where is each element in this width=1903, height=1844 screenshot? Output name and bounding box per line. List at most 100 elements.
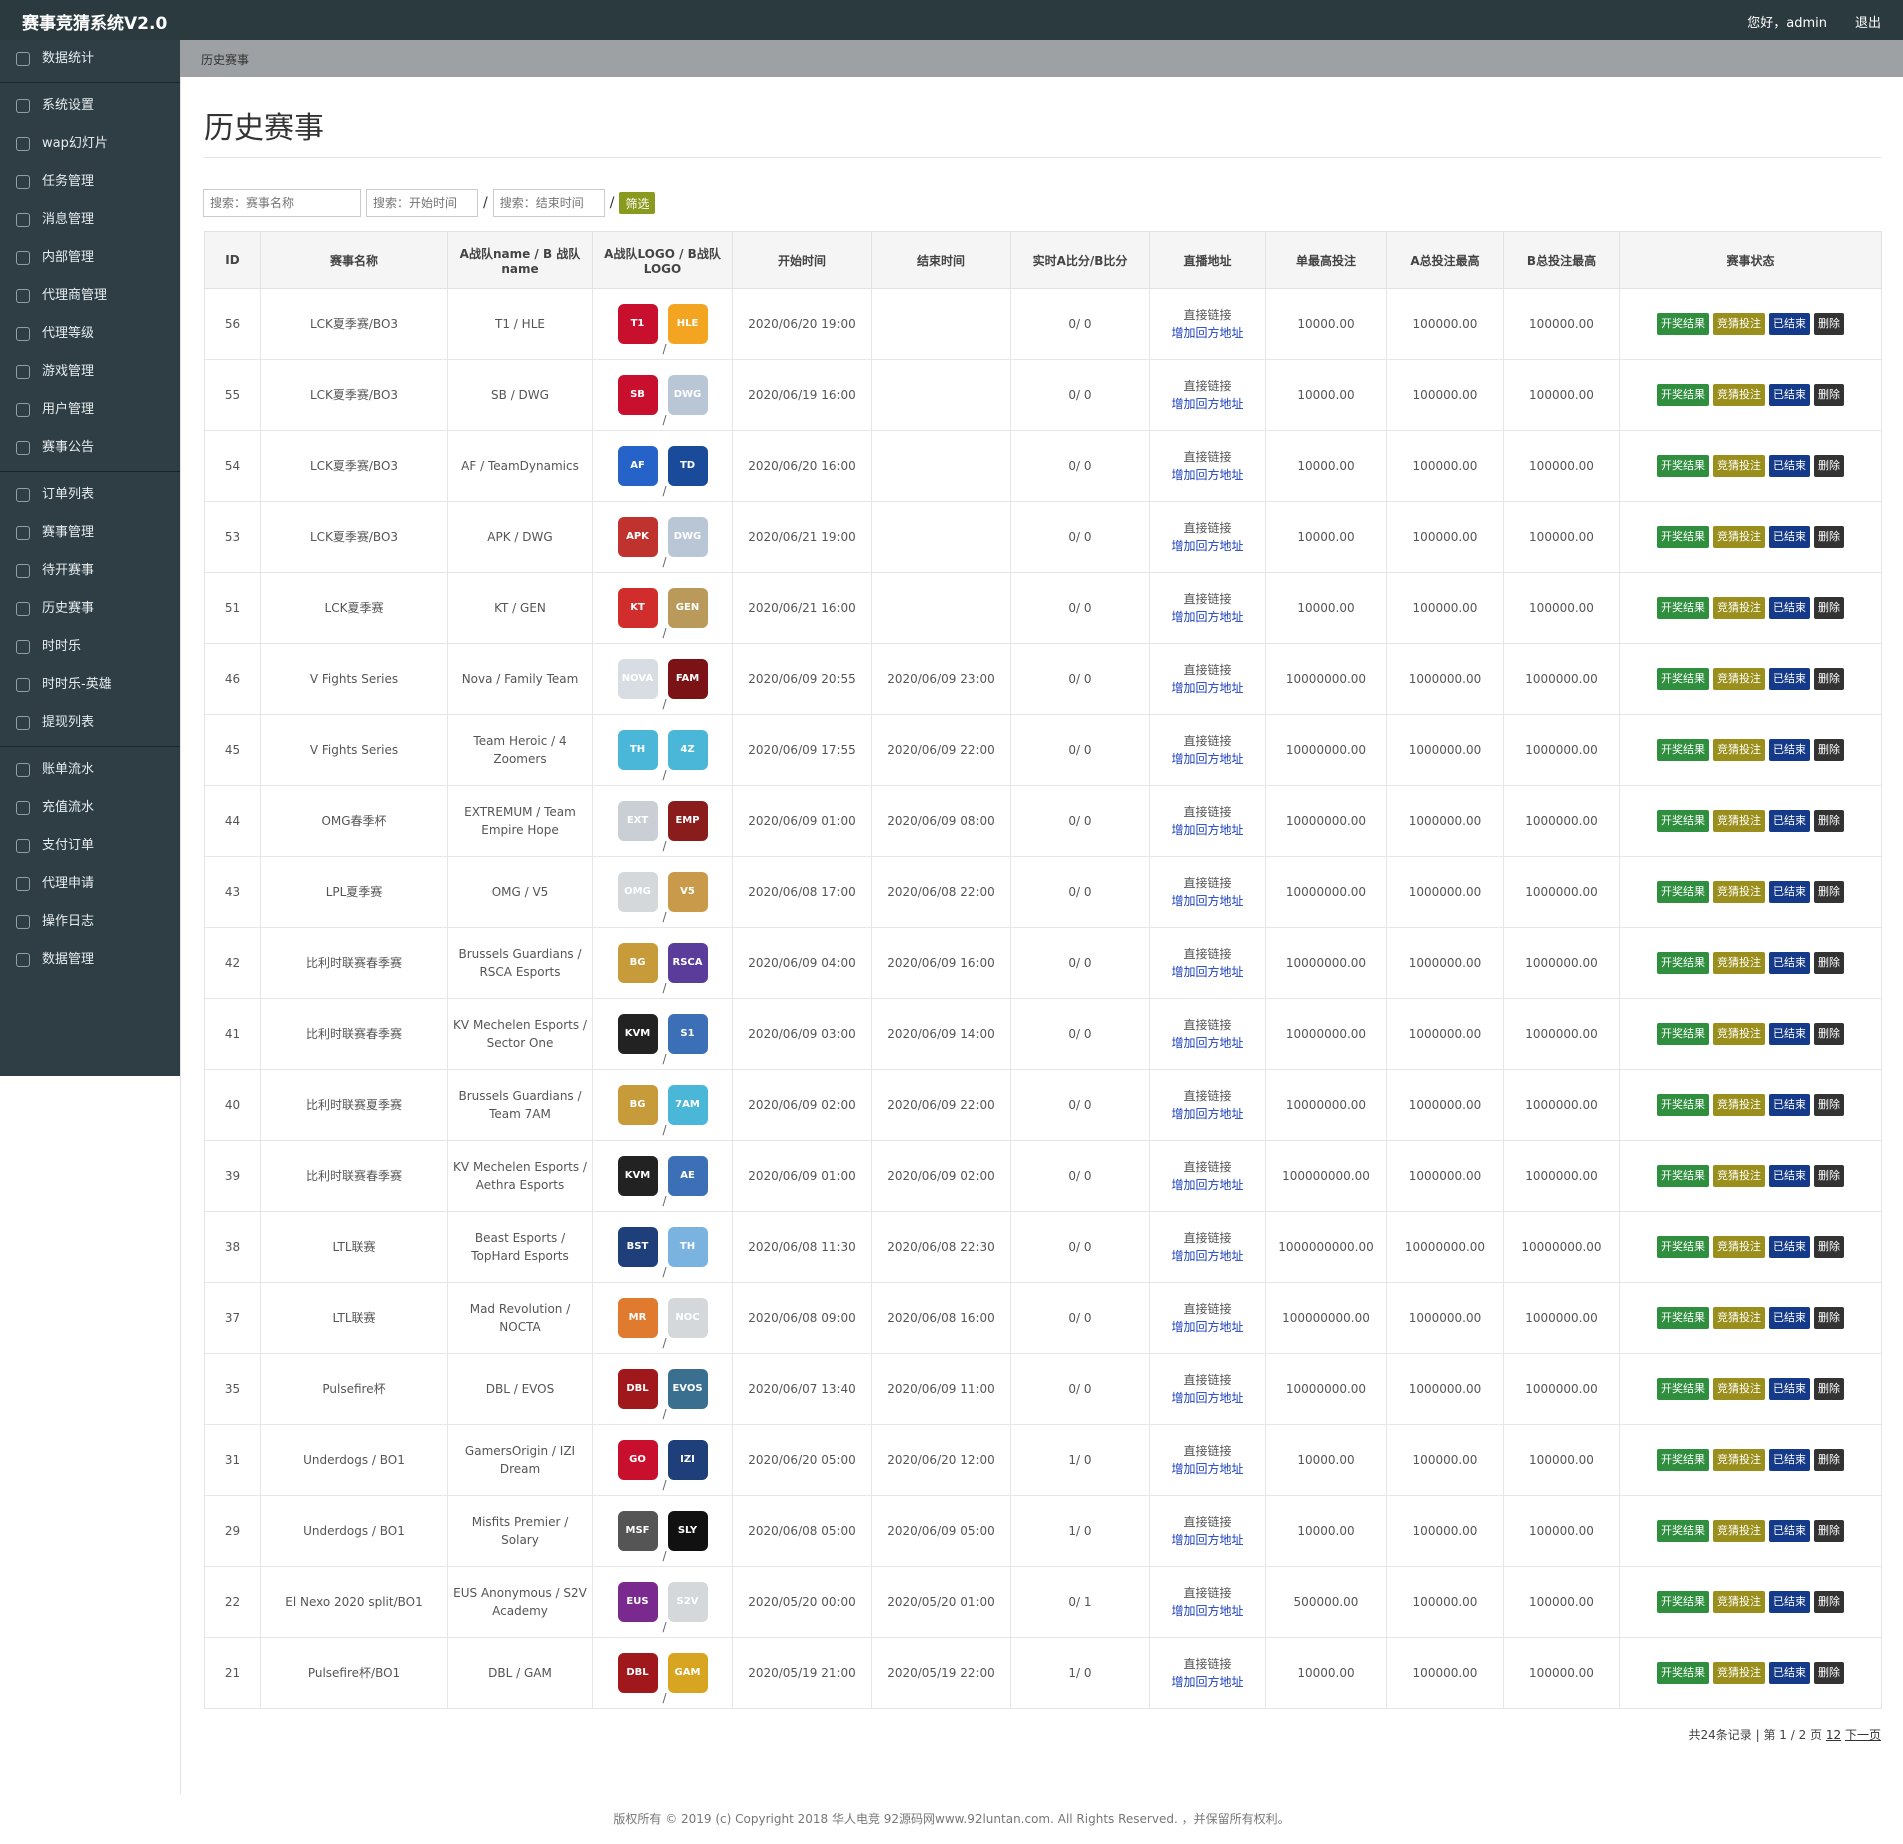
add-address-link[interactable]: 增加回方地址 — [1171, 1107, 1244, 1121]
draw-result-button[interactable]: 开奖结果 — [1657, 668, 1709, 690]
bet-button[interactable]: 竞猜投注 — [1713, 1378, 1765, 1400]
draw-result-button[interactable]: 开奖结果 — [1657, 1094, 1709, 1116]
draw-result-button[interactable]: 开奖结果 — [1657, 810, 1709, 832]
ended-button[interactable]: 已结束 — [1769, 1236, 1810, 1258]
delete-button[interactable]: 删除 — [1814, 1520, 1844, 1542]
add-address-link[interactable]: 增加回方地址 — [1171, 1391, 1244, 1405]
bet-button[interactable]: 竞猜投注 — [1713, 384, 1765, 406]
filter-button[interactable]: 筛选 — [619, 192, 656, 214]
add-address-link[interactable]: 增加回方地址 — [1171, 823, 1244, 837]
bet-button[interactable]: 竞猜投注 — [1713, 1165, 1765, 1187]
sidebar-item[interactable]: 提现列表 — [0, 704, 180, 742]
delete-button[interactable]: 删除 — [1814, 668, 1844, 690]
draw-result-button[interactable]: 开奖结果 — [1657, 952, 1709, 974]
sidebar-item[interactable]: 充值流水 — [0, 789, 180, 827]
ended-button[interactable]: 已结束 — [1769, 1662, 1810, 1684]
ended-button[interactable]: 已结束 — [1769, 1591, 1810, 1613]
delete-button[interactable]: 删除 — [1814, 313, 1844, 335]
ended-button[interactable]: 已结束 — [1769, 313, 1810, 335]
direct-link[interactable]: 直接链接 — [1183, 1231, 1232, 1245]
bet-button[interactable]: 竞猜投注 — [1713, 1023, 1765, 1045]
direct-link[interactable]: 直接链接 — [1183, 947, 1232, 961]
ended-button[interactable]: 已结束 — [1769, 668, 1810, 690]
ended-button[interactable]: 已结束 — [1769, 1520, 1810, 1542]
draw-result-button[interactable]: 开奖结果 — [1657, 526, 1709, 548]
ended-button[interactable]: 已结束 — [1769, 1023, 1810, 1045]
sidebar-item[interactable]: 时时乐 — [0, 628, 180, 666]
delete-button[interactable]: 删除 — [1814, 384, 1844, 406]
delete-button[interactable]: 删除 — [1814, 1591, 1844, 1613]
delete-button[interactable]: 删除 — [1814, 810, 1844, 832]
bet-button[interactable]: 竞猜投注 — [1713, 313, 1765, 335]
sidebar-item[interactable]: 消息管理 — [0, 201, 180, 239]
search-end-input[interactable] — [492, 189, 605, 217]
ended-button[interactable]: 已结束 — [1769, 1307, 1810, 1329]
bet-button[interactable]: 竞猜投注 — [1713, 597, 1765, 619]
ended-button[interactable]: 已结束 — [1769, 739, 1810, 761]
draw-result-button[interactable]: 开奖结果 — [1657, 1236, 1709, 1258]
draw-result-button[interactable]: 开奖结果 — [1657, 1591, 1709, 1613]
ended-button[interactable]: 已结束 — [1769, 1094, 1810, 1116]
bet-button[interactable]: 竞猜投注 — [1713, 1449, 1765, 1471]
draw-result-button[interactable]: 开奖结果 — [1657, 313, 1709, 335]
draw-result-button[interactable]: 开奖结果 — [1657, 1520, 1709, 1542]
sidebar-item[interactable]: 赛事管理 — [0, 514, 180, 552]
direct-link[interactable]: 直接链接 — [1183, 1089, 1232, 1103]
delete-button[interactable]: 删除 — [1814, 1236, 1844, 1258]
sidebar-item[interactable]: 用户管理 — [0, 391, 180, 429]
direct-link[interactable]: 直接链接 — [1183, 1444, 1232, 1458]
bet-button[interactable]: 竞猜投注 — [1713, 526, 1765, 548]
sidebar-item[interactable]: 历史赛事 — [0, 590, 180, 628]
add-address-link[interactable]: 增加回方地址 — [1171, 1675, 1244, 1689]
ended-button[interactable]: 已结束 — [1769, 526, 1810, 548]
add-address-link[interactable]: 增加回方地址 — [1171, 894, 1244, 908]
bet-button[interactable]: 竞猜投注 — [1713, 810, 1765, 832]
ended-button[interactable]: 已结束 — [1769, 1449, 1810, 1471]
draw-result-button[interactable]: 开奖结果 — [1657, 1662, 1709, 1684]
bet-button[interactable]: 竞猜投注 — [1713, 668, 1765, 690]
sidebar-item[interactable]: 待开赛事 — [0, 552, 180, 590]
sidebar-item[interactable]: 支付订单 — [0, 827, 180, 865]
add-address-link[interactable]: 增加回方地址 — [1171, 681, 1244, 695]
sidebar-item[interactable]: 代理等级 — [0, 315, 180, 353]
bet-button[interactable]: 竞猜投注 — [1713, 1662, 1765, 1684]
delete-button[interactable]: 删除 — [1814, 1094, 1844, 1116]
logout-link[interactable]: 退出 — [1854, 16, 1881, 31]
bet-button[interactable]: 竞猜投注 — [1713, 952, 1765, 974]
direct-link[interactable]: 直接链接 — [1183, 1586, 1232, 1600]
direct-link[interactable]: 直接链接 — [1183, 1018, 1232, 1032]
sidebar-item[interactable]: 操作日志 — [0, 903, 180, 941]
delete-button[interactable]: 删除 — [1814, 597, 1844, 619]
draw-result-button[interactable]: 开奖结果 — [1657, 1378, 1709, 1400]
add-address-link[interactable]: 增加回方地址 — [1171, 610, 1244, 624]
add-address-link[interactable]: 增加回方地址 — [1171, 752, 1244, 766]
add-address-link[interactable]: 增加回方地址 — [1171, 1249, 1244, 1263]
sidebar-item[interactable]: 系统设置 — [0, 87, 180, 125]
add-address-link[interactable]: 增加回方地址 — [1171, 539, 1244, 553]
bet-button[interactable]: 竞猜投注 — [1713, 1236, 1765, 1258]
add-address-link[interactable]: 增加回方地址 — [1171, 1178, 1244, 1192]
bet-button[interactable]: 竞猜投注 — [1713, 739, 1765, 761]
sidebar-item[interactable]: 时时乐-英雄 — [0, 666, 180, 704]
direct-link[interactable]: 直接链接 — [1183, 308, 1232, 322]
direct-link[interactable]: 直接链接 — [1183, 521, 1232, 535]
draw-result-button[interactable]: 开奖结果 — [1657, 1307, 1709, 1329]
next-page-link[interactable]: 下一页 — [1844, 1728, 1881, 1742]
direct-link[interactable]: 直接链接 — [1183, 876, 1232, 890]
bet-button[interactable]: 竞猜投注 — [1713, 1307, 1765, 1329]
sidebar-item[interactable]: 内部管理 — [0, 239, 180, 277]
draw-result-button[interactable]: 开奖结果 — [1657, 881, 1709, 903]
draw-result-button[interactable]: 开奖结果 — [1657, 597, 1709, 619]
draw-result-button[interactable]: 开奖结果 — [1657, 1165, 1709, 1187]
add-address-link[interactable]: 增加回方地址 — [1171, 1462, 1244, 1476]
direct-link[interactable]: 直接链接 — [1183, 1302, 1232, 1316]
ended-button[interactable]: 已结束 — [1769, 952, 1810, 974]
sidebar-item[interactable]: 账单流水 — [0, 751, 180, 789]
add-address-link[interactable]: 增加回方地址 — [1171, 1320, 1244, 1334]
delete-button[interactable]: 删除 — [1814, 1165, 1844, 1187]
direct-link[interactable]: 直接链接 — [1183, 1160, 1232, 1174]
ended-button[interactable]: 已结束 — [1769, 881, 1810, 903]
delete-button[interactable]: 删除 — [1814, 455, 1844, 477]
add-address-link[interactable]: 增加回方地址 — [1171, 397, 1244, 411]
page-1-link[interactable]: 1 — [1825, 1728, 1834, 1742]
